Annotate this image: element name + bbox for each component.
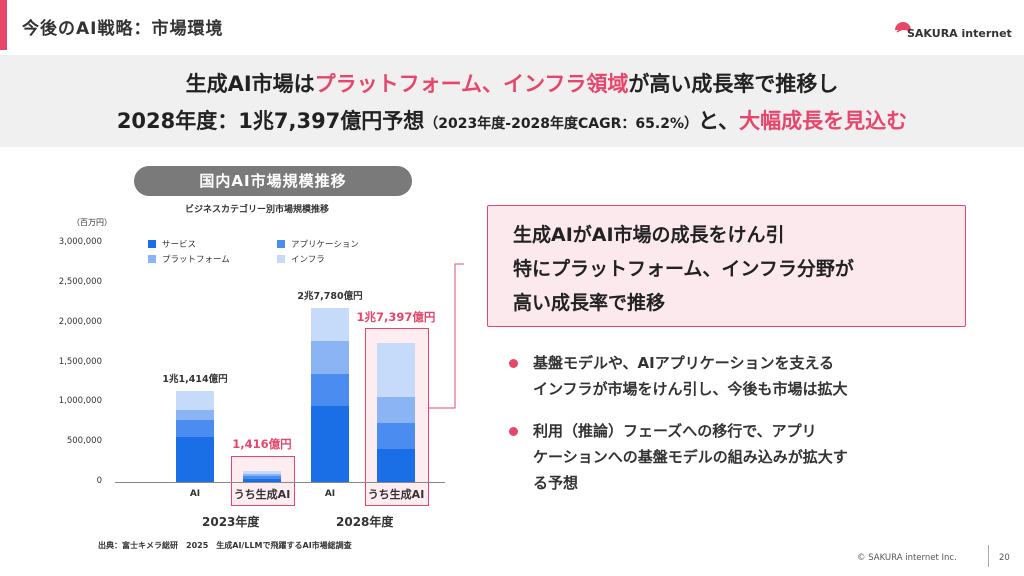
- bar-total-label: 2兆7,780億円: [297, 291, 363, 303]
- summary-banner: 生成AI市場はプラットフォーム、インフラ領域が高い成長率で推移し 2028年度：…: [0, 55, 1024, 147]
- callout-line: 生成AIがAI市場の成長をけん引: [513, 224, 785, 246]
- y-tick-label: 3,000,000: [58, 237, 102, 247]
- bullet-text: る予想: [533, 474, 579, 492]
- legend-item: サービス: [148, 238, 196, 250]
- bar-segment: [311, 340, 349, 375]
- legend-item: プラットフォーム: [148, 253, 230, 265]
- y-tick-label: 500,000: [66, 436, 102, 447]
- banner-forecast: 2028年度：1兆7,397億円予想: [116, 109, 425, 133]
- bar-total-label: 1兆7,397億円: [356, 310, 436, 324]
- legend-swatch: [277, 240, 285, 248]
- chart-title-pill: 国内AI市場規模推移: [134, 166, 412, 196]
- bar-segment: [243, 476, 281, 479]
- page-number: 20: [999, 553, 1010, 563]
- bar-segment: [377, 423, 415, 450]
- x-tick-label: AI: [189, 489, 201, 499]
- legend-label: アプリケーション: [291, 240, 359, 250]
- bar-segment: [243, 470, 281, 475]
- bar-segment: [243, 474, 281, 477]
- bar-segment: [377, 449, 415, 482]
- callout-line: 高い成長率で推移: [513, 292, 666, 314]
- legend-label: インフラ: [291, 255, 325, 265]
- legend-item: アプリケーション: [277, 238, 359, 250]
- x-tick-label: AI: [324, 489, 336, 499]
- bullet-dot: [509, 359, 518, 368]
- bullet-text: 基盤モデルや、AIアプリケーションを支える: [533, 354, 834, 372]
- bar-segment: [243, 478, 281, 482]
- banner-text: が高い成長率で推移し: [628, 72, 839, 96]
- chart-subtitle: ビジネスカテゴリー別市場規模推移: [185, 205, 330, 215]
- x-group-label: 2028年度: [336, 515, 394, 529]
- logo-text: SAKURA internet: [907, 27, 1012, 40]
- bar-segment: [311, 308, 349, 341]
- bullet-text: インフラが市場をけん引し、今後も市場は拡大: [533, 380, 848, 398]
- banner-cagr: （2023年度-2028年度CAGR：65.2%）: [424, 116, 698, 132]
- y-tick-label: 1,500,000: [58, 356, 102, 367]
- page-title: 今後のAI戦略：市場環境: [22, 19, 224, 39]
- x-group-label: 2023年度: [202, 515, 260, 529]
- bar-segment: [311, 374, 349, 407]
- banner-text: と、: [698, 109, 740, 133]
- bar-segment: [176, 410, 214, 420]
- y-tick-label: 0: [96, 476, 102, 486]
- chart-baseline: [115, 482, 445, 483]
- callout-box: 生成AIがAI市場の成長をけん引 特にプラットフォーム、インフラ分野が 高い成長…: [487, 205, 966, 327]
- banner-line-1: 生成AI市場はプラットフォーム、インフラ領域が高い成長率で推移し: [0, 68, 1024, 98]
- banner-text: 生成AI市場は: [185, 72, 315, 96]
- banner-highlight: 大幅成長を見込む: [739, 109, 908, 133]
- legend-item: インフラ: [277, 253, 325, 265]
- y-tick-label: 2,500,000: [58, 276, 102, 287]
- bar-segment: [176, 436, 214, 482]
- bullet-dot: [509, 427, 518, 436]
- x-tick-label: うち生成AI: [233, 488, 291, 501]
- bullet-text: ケーションへの基盤モデルの組み込みが拡大す: [533, 448, 848, 466]
- bar-total-label: 1,416億円: [232, 437, 292, 451]
- x-tick-label: うち生成AI: [367, 488, 425, 501]
- bullet-text: 利用（推論）フェーズへの移行で、アプリ: [533, 422, 817, 440]
- bar-segment: [311, 406, 349, 482]
- bar-segment: [176, 391, 214, 411]
- bar-segment: [377, 343, 415, 397]
- bar-segment: [176, 419, 214, 437]
- company-logo: SAKURA internet: [893, 18, 1012, 46]
- footer-copyright: © SAKURA internet Inc.: [857, 553, 957, 563]
- title-accent-bar: [0, 0, 7, 50]
- callout-line: 特にプラットフォーム、インフラ分野が: [513, 258, 854, 280]
- footer-divider: [988, 545, 989, 567]
- banner-highlight: プラットフォーム、インフラ領域: [314, 72, 629, 96]
- y-tick-label: 2,000,000: [58, 316, 102, 327]
- banner-line-2: 2028年度：1兆7,397億円予想（2023年度-2028年度CAGR：65.…: [0, 105, 1024, 135]
- y-axis-unit: （百万円）: [72, 218, 112, 227]
- callout-connector: [428, 263, 464, 409]
- legend-swatch: [148, 255, 156, 263]
- bar-segment: [377, 396, 415, 424]
- sakura-logo-icon: [895, 22, 911, 33]
- y-tick-label: 1,000,000: [58, 396, 102, 407]
- legend-label: サービス: [162, 240, 197, 250]
- legend-swatch: [148, 240, 156, 248]
- legend-label: プラットフォーム: [162, 255, 230, 265]
- legend-swatch: [277, 255, 285, 263]
- bar-total-label: 1兆1,414億円: [162, 374, 228, 386]
- chart-source: 出典：富士キメラ総研 2025 生成AI/LLMで飛躍するAI市場総調査: [98, 541, 352, 550]
